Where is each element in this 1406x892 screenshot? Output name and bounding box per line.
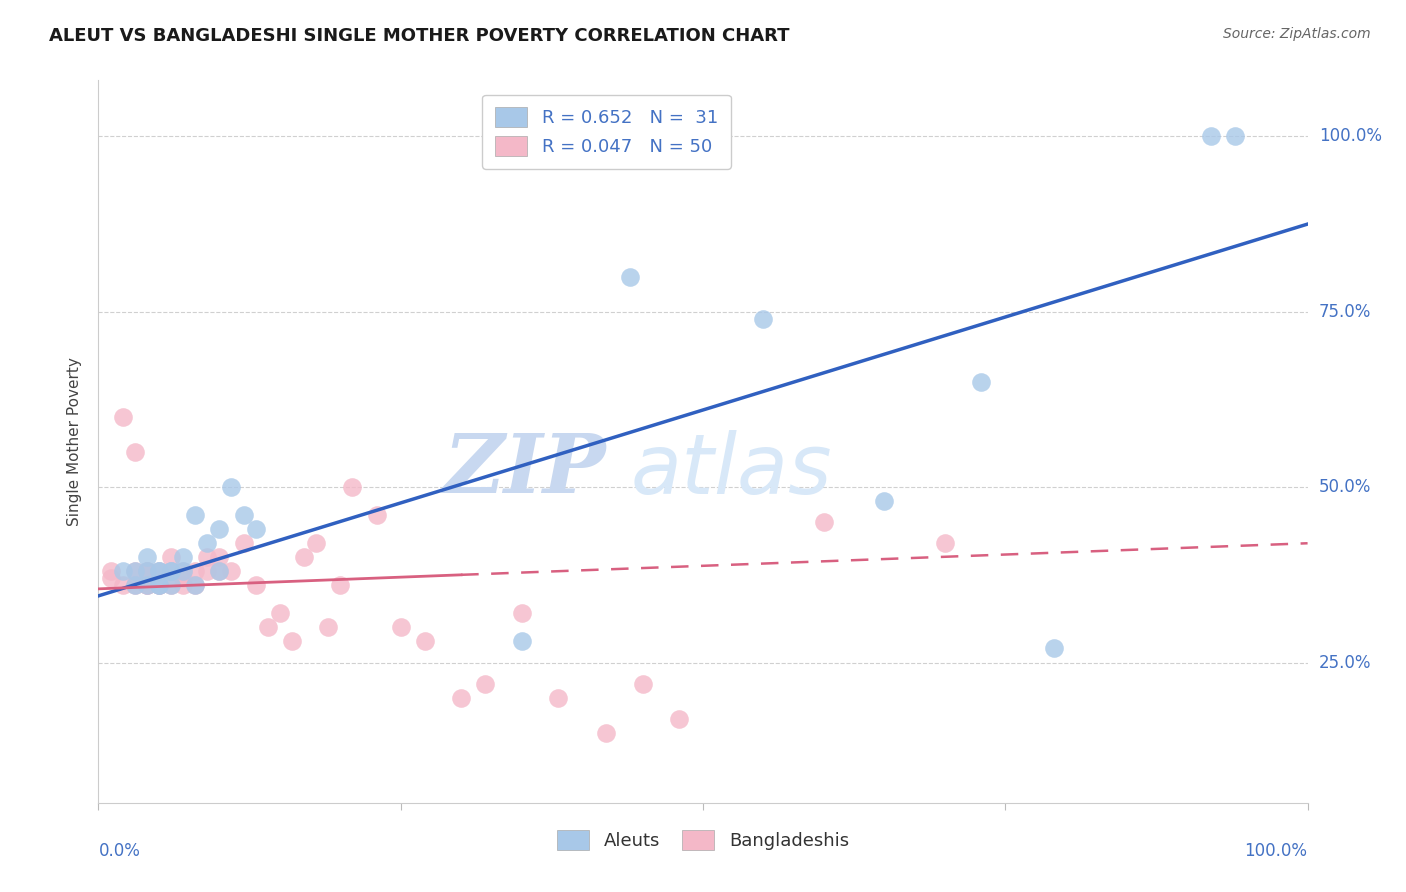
Point <box>148 578 170 592</box>
Point <box>135 578 157 592</box>
Point <box>184 578 207 592</box>
Point <box>195 536 218 550</box>
Point <box>124 564 146 578</box>
Point <box>135 550 157 565</box>
Point <box>232 536 254 550</box>
Point <box>124 578 146 592</box>
Point <box>195 564 218 578</box>
Text: 25.0%: 25.0% <box>1319 654 1371 672</box>
Point <box>124 445 146 459</box>
Text: ZIP: ZIP <box>444 431 606 510</box>
Point <box>292 550 315 565</box>
Point <box>124 578 146 592</box>
Point <box>366 508 388 523</box>
Point <box>172 571 194 585</box>
Point <box>160 578 183 592</box>
Point <box>135 564 157 578</box>
Text: ALEUT VS BANGLADESHI SINGLE MOTHER POVERTY CORRELATION CHART: ALEUT VS BANGLADESHI SINGLE MOTHER POVER… <box>49 27 790 45</box>
Text: 0.0%: 0.0% <box>98 842 141 860</box>
Point <box>160 564 183 578</box>
Point <box>873 494 896 508</box>
Point <box>934 536 956 550</box>
Point <box>148 564 170 578</box>
Point <box>510 607 533 621</box>
Point <box>111 409 134 424</box>
Point <box>148 564 170 578</box>
Point <box>389 620 412 634</box>
Point <box>281 634 304 648</box>
Point <box>208 522 231 536</box>
Point <box>813 515 835 529</box>
Point <box>316 620 339 634</box>
Point <box>1042 641 1064 656</box>
Point <box>668 712 690 726</box>
Point <box>135 564 157 578</box>
Point <box>450 690 472 705</box>
Point <box>221 564 243 578</box>
Point <box>1199 129 1222 144</box>
Point <box>245 578 267 592</box>
Point <box>305 536 328 550</box>
Point <box>135 578 157 592</box>
Point <box>160 550 183 565</box>
Point <box>631 676 654 690</box>
Point <box>184 564 207 578</box>
Point <box>245 522 267 536</box>
Point <box>208 564 231 578</box>
Point <box>148 571 170 585</box>
Point <box>135 564 157 578</box>
Text: 75.0%: 75.0% <box>1319 302 1371 321</box>
Point <box>547 690 569 705</box>
Point <box>148 578 170 592</box>
Point <box>148 578 170 592</box>
Point <box>100 571 122 585</box>
Point <box>619 269 641 284</box>
Y-axis label: Single Mother Poverty: Single Mother Poverty <box>67 357 83 526</box>
Point <box>148 578 170 592</box>
Point <box>221 480 243 494</box>
Point <box>595 725 617 739</box>
Point <box>342 480 364 494</box>
Point <box>124 564 146 578</box>
Point <box>752 311 775 326</box>
Point <box>148 564 170 578</box>
Text: 50.0%: 50.0% <box>1319 478 1371 496</box>
Text: 100.0%: 100.0% <box>1319 128 1382 145</box>
Point <box>160 578 183 592</box>
Point <box>172 564 194 578</box>
Point <box>413 634 436 648</box>
Point <box>111 564 134 578</box>
Point <box>208 564 231 578</box>
Point <box>160 564 183 578</box>
Point <box>474 676 496 690</box>
Point <box>184 578 207 592</box>
Point <box>135 578 157 592</box>
Point <box>184 508 207 523</box>
Point <box>111 578 134 592</box>
Point <box>232 508 254 523</box>
Point <box>172 550 194 565</box>
Point <box>970 375 993 389</box>
Point <box>195 550 218 565</box>
Point <box>208 550 231 565</box>
Point <box>172 564 194 578</box>
Point <box>256 620 278 634</box>
Point <box>329 578 352 592</box>
Point <box>510 634 533 648</box>
Point <box>100 564 122 578</box>
Point <box>160 564 183 578</box>
Legend: Aleuts, Bangladeshis: Aleuts, Bangladeshis <box>548 821 858 859</box>
Text: atlas: atlas <box>630 430 832 511</box>
Point <box>1223 129 1246 144</box>
Text: 100.0%: 100.0% <box>1244 842 1308 860</box>
Point <box>269 607 291 621</box>
Point <box>172 578 194 592</box>
Text: Source: ZipAtlas.com: Source: ZipAtlas.com <box>1223 27 1371 41</box>
